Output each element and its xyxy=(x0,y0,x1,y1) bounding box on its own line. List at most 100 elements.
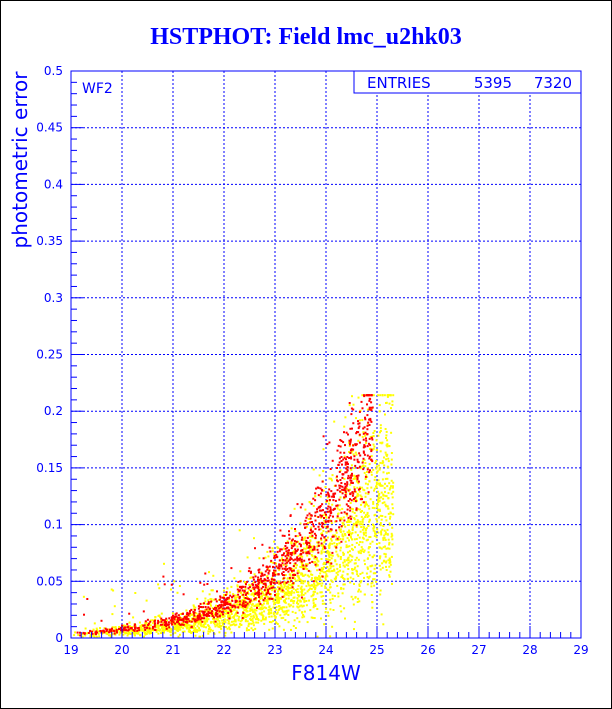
red-data-point xyxy=(345,458,347,461)
red-data-point xyxy=(312,497,315,500)
yellow-data-point xyxy=(236,584,239,587)
yellow-data-point xyxy=(132,630,135,633)
yellow-data-point xyxy=(308,547,311,550)
red-data-point xyxy=(298,532,301,535)
yellow-data-point xyxy=(252,581,255,584)
yellow-data-point xyxy=(340,576,343,579)
red-data-point xyxy=(231,606,234,609)
yellow-data-point xyxy=(138,621,141,624)
yellow-data-point xyxy=(306,525,308,528)
yellow-data-point xyxy=(339,566,342,568)
yellow-data-point xyxy=(361,528,364,531)
yellow-data-point xyxy=(368,480,371,483)
red-data-point xyxy=(211,610,214,613)
yellow-data-point xyxy=(84,634,87,637)
yellow-data-point xyxy=(353,628,355,631)
yellow-data-point xyxy=(387,559,390,562)
red-data-point xyxy=(291,586,294,589)
red-data-point xyxy=(342,458,345,461)
yellow-data-point xyxy=(355,525,358,528)
yellow-data-point xyxy=(210,604,212,607)
yellow-data-point xyxy=(192,608,195,611)
yellow-data-point xyxy=(309,584,312,587)
yellow-data-point xyxy=(211,589,214,592)
yellow-data-point xyxy=(350,468,353,471)
yellow-data-point xyxy=(384,477,387,480)
yellow-data-point xyxy=(373,578,376,581)
yellow-data-point xyxy=(357,508,359,511)
red-data-point xyxy=(285,542,287,545)
yellow-data-point xyxy=(277,586,279,589)
yellow-data-point xyxy=(199,621,202,624)
yellow-data-point xyxy=(369,436,372,438)
red-data-point xyxy=(340,460,343,462)
red-data-point xyxy=(171,619,174,622)
yellow-data-point xyxy=(272,597,275,600)
yellow-data-point xyxy=(365,441,367,444)
yellow-data-point xyxy=(316,635,319,638)
yellow-data-point xyxy=(301,566,304,569)
yellow-data-point xyxy=(216,618,219,621)
yellow-data-point xyxy=(337,595,340,598)
red-data-point xyxy=(282,571,285,573)
yellow-data-point xyxy=(254,612,257,615)
red-data-point xyxy=(214,613,217,616)
yellow-data-point xyxy=(346,514,349,517)
red-data-point xyxy=(336,449,339,452)
y-tick-label: 0 xyxy=(55,631,63,645)
yellow-data-point xyxy=(95,627,98,630)
red-data-point xyxy=(317,541,320,544)
yellow-data-point xyxy=(152,629,154,632)
red-data-point xyxy=(315,487,318,490)
yellow-data-point xyxy=(248,589,251,591)
red-data-point xyxy=(353,455,356,458)
yellow-data-point xyxy=(331,597,334,600)
red-data-point xyxy=(348,457,351,459)
yellow-data-point xyxy=(192,625,195,628)
yellow-data-point xyxy=(226,627,229,630)
red-data-point xyxy=(305,523,308,526)
red-data-point xyxy=(244,605,247,608)
red-data-point xyxy=(364,431,367,434)
red-data-point xyxy=(273,555,276,557)
yellow-data-point xyxy=(325,531,328,534)
red-data-point xyxy=(310,514,313,517)
yellow-data-point xyxy=(205,626,207,629)
red-data-point xyxy=(290,553,293,556)
yellow-data-point xyxy=(359,511,362,513)
yellow-data-point xyxy=(364,529,367,532)
red-data-point xyxy=(142,624,145,627)
yellow-data-point xyxy=(327,502,330,505)
yellow-data-point xyxy=(187,619,190,622)
red-data-point xyxy=(332,535,335,538)
red-data-point xyxy=(289,552,292,554)
red-data-point xyxy=(321,489,324,492)
yellow-data-point xyxy=(389,570,392,573)
yellow-data-point xyxy=(320,539,323,542)
yellow-data-point xyxy=(312,602,315,605)
yellow-data-point xyxy=(368,507,371,510)
yellow-data-point xyxy=(341,574,344,577)
yellow-data-point xyxy=(98,635,101,638)
red-data-point xyxy=(203,611,206,613)
yellow-data-point xyxy=(263,610,266,613)
yellow-data-point xyxy=(193,605,195,608)
yellow-data-point xyxy=(221,623,224,626)
yellow-data-point xyxy=(293,576,296,579)
yellow-data-point xyxy=(390,431,393,434)
yellow-data-point xyxy=(379,514,382,517)
stats-entries-value: 5395 xyxy=(474,74,512,92)
yellow-data-point xyxy=(283,586,286,589)
yellow-data-point xyxy=(189,630,191,632)
yellow-data-point xyxy=(241,599,244,602)
yellow-data-point xyxy=(381,460,384,463)
yellow-data-point xyxy=(220,627,223,630)
red-data-point xyxy=(257,576,260,579)
yellow-data-point xyxy=(303,599,306,602)
yellow-data-point xyxy=(284,574,287,576)
x-axis-label: F814W xyxy=(291,661,361,685)
yellow-data-point xyxy=(321,599,324,602)
red-data-point xyxy=(280,548,283,551)
red-data-point xyxy=(260,587,263,590)
yellow-data-point xyxy=(329,601,332,604)
